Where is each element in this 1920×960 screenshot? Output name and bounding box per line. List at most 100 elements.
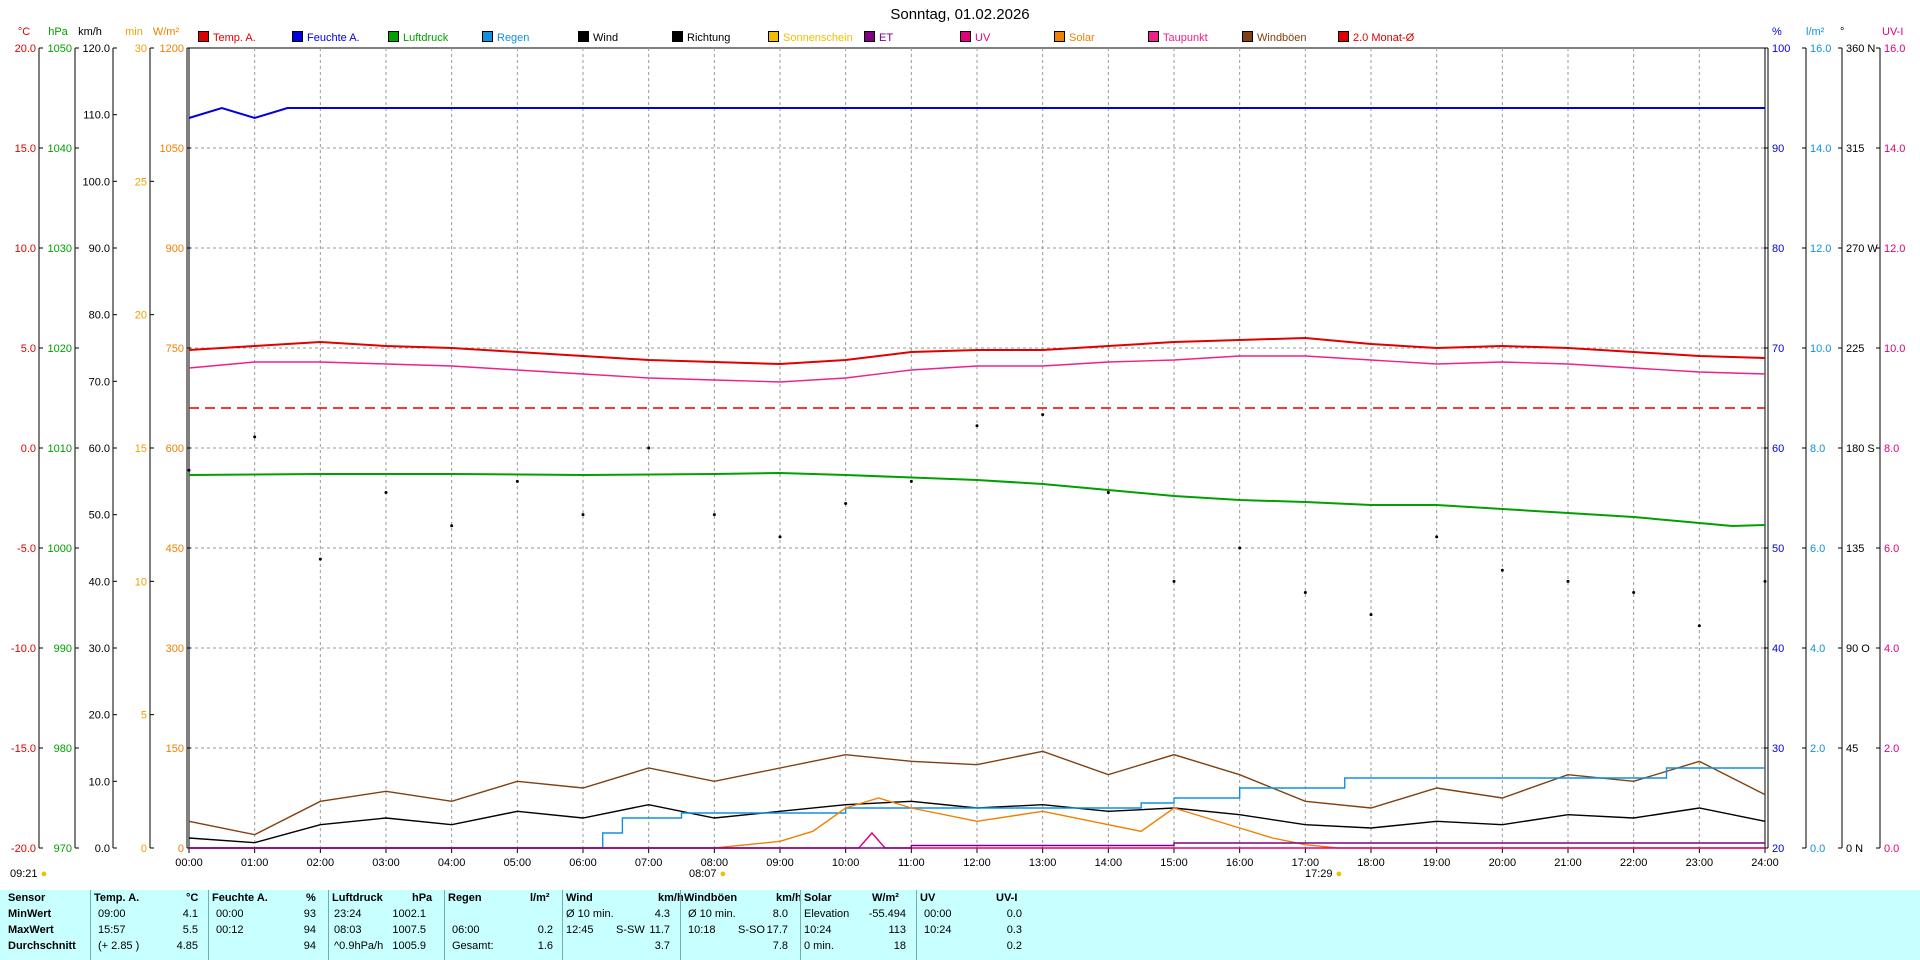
stats-header-press: Luftdruck [332,892,383,904]
stats-solar-label: 0 min. [804,940,834,952]
y-tick-label-pct: 30 [1772,743,1784,755]
series-feuchte-a- [188,106,1765,120]
x-tick-label: 20:00 [1489,857,1517,869]
legend-item: Luftdruck [388,31,448,45]
y-tick-label-lm2: 2.0 [1810,743,1825,755]
legend-swatch [578,31,589,42]
stats-press-value: 1007.5 [392,924,426,936]
stats-row-label: MinWert [8,908,52,920]
y-tick-label-hpa: 970 [54,843,72,855]
stats-rain-value: 0.2 [537,924,553,936]
table-divider [916,890,917,960]
direction-point [647,446,651,450]
table-divider [328,890,329,960]
y-tick-label-hpa: 1040 [48,143,72,155]
x-tick-label: 17:00 [1292,857,1320,869]
stats-header-hum-unit: % [306,892,316,904]
stats-temp-value: 5.5 [182,924,198,936]
y-tick-label-deg: 180 S [1846,443,1875,455]
y-tick-label-min: 15 [135,443,147,455]
stats-press-value: 1002.1 [392,908,426,920]
stats-press-time: 23:24 [334,908,362,920]
y-tick-label-uvi: 0.0 [1884,843,1899,855]
stats-header-rain-unit: l/m² [530,892,550,904]
x-tick-label: 16:00 [1226,857,1254,869]
x-tick-label: 02:00 [307,857,335,869]
y-tick-label-lm2: 16.0 [1810,43,1831,55]
legend-label: ET [879,32,894,44]
stats-wind-label: Ø 10 min. [566,908,614,920]
y-tick-label-min: 20 [135,310,147,322]
series-solar [189,797,1765,849]
stats-press-value: 1005.9 [392,940,426,952]
direction-point [1106,490,1110,494]
y-tick-label-kmh: 0.0 [95,843,110,855]
x-tick-label: 03:00 [372,857,400,869]
direction-point [909,479,913,483]
legend-swatch [960,31,971,42]
x-tick-label: 23:00 [1686,857,1714,869]
direction-point [1303,590,1307,594]
sunset-label: 17:29 ● [1305,868,1343,880]
series-et [189,842,1765,849]
stats-uv-value: 0.0 [1006,908,1022,920]
direction-point [1566,579,1570,583]
legend-label: Regen [497,32,530,44]
axis-unit-lm2: l/m² [1806,26,1825,38]
y-tick-label-lm2: 6.0 [1810,543,1825,555]
legend-swatch [1338,31,1349,42]
y-tick-label-uvi: 6.0 [1884,543,1899,555]
table-divider [208,890,209,960]
legend-swatch [292,31,303,42]
y-tick-label-deg: 0 N [1846,843,1863,855]
x-tick-label: 15:00 [1160,857,1188,869]
x-tick-label: 14:00 [1095,857,1123,869]
legend-item: Taupunkt [1148,31,1208,45]
stats-rain-value: 1.6 [537,940,553,952]
stats-gust-label: Ø 10 min. [688,908,736,920]
legend-item: ET [864,31,893,45]
weather-chart: 00:00 01:00 02:00 03:00 04:00 05:00 06:00 07:00… [11,26,1906,869]
y-tick-label-lm2: 4.0 [1810,643,1825,655]
direction-point [712,513,716,517]
stats-uv-time: 00:00 [924,908,952,920]
y-tick-label-min: 25 [135,176,147,188]
legend-item: Regen [482,31,529,45]
x-tick-label: 10:00 [832,857,860,869]
stats-header-solar: Solar [804,892,832,904]
series-taupunkt [188,355,1766,383]
y-tick-label-hpa: 1050 [48,43,72,55]
y-tick-label-hpa: 1020 [48,343,72,355]
stats-rain-label: 06:00 [452,924,480,936]
axis-unit-pct: % [1772,26,1782,38]
stats-gust-label: 10:18 [688,924,716,936]
legend-item: Sonnenschein [768,31,853,45]
y-tick-label-deg: 270 W [1846,243,1878,255]
x-tick-label: 09:00 [766,857,794,869]
stats-rain-label: Gesamt: [452,940,494,952]
stats-row-label: Durchschnitt [8,940,76,952]
y-tick-label-wm2: 1200 [160,43,184,55]
x-tick-label: 04:00 [438,857,466,869]
y-tick-label-hpa: 980 [54,743,72,755]
stats-temp-value: 4.85 [176,940,198,952]
y-tick-label-pct: 80 [1772,243,1784,255]
direction-point [1632,590,1636,594]
y-tick-label-pct: 90 [1772,143,1784,155]
stats-press-time: ^0.9hPa/h [334,940,384,952]
y-tick-label-wm2: 1050 [160,143,184,155]
y-tick-label-lm2: 0.0 [1810,843,1825,855]
y-tick-label-uvi: 8.0 [1884,443,1899,455]
axis-unit-temp: °C [18,26,30,38]
y-tick-label-kmh: 60.0 [89,443,110,455]
direction-point [1238,546,1242,550]
y-tick-label-deg: 225 [1846,343,1864,355]
legend-label: Taupunkt [1163,32,1208,44]
stats-uv-value: 0.2 [1006,940,1022,952]
legend-item: Feuchte A. [292,31,360,45]
x-tick-label: 18:00 [1357,857,1385,869]
y-tick-label-wm2: 900 [166,243,184,255]
y-tick-label-min: 0 [141,843,147,855]
direction-point [975,424,979,428]
y-tick-label-temp: 0.0 [21,443,36,455]
